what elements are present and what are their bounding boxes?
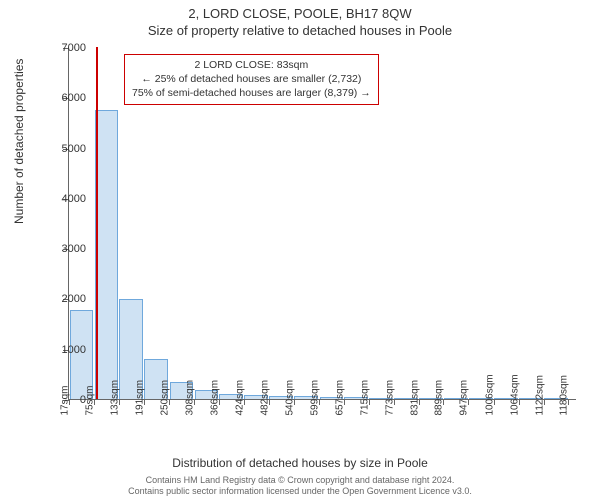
y-tick-label: 3000 — [36, 243, 86, 255]
annotation-line-2: ← 25% of detached houses are smaller (2,… — [132, 72, 371, 86]
footer-attribution: Contains HM Land Registry data © Crown c… — [0, 475, 600, 498]
y-tick-label: 2000 — [36, 293, 86, 305]
chart-title-sub: Size of property relative to detached ho… — [0, 21, 600, 38]
chart-title-main: 2, LORD CLOSE, POOLE, BH17 8QW — [0, 0, 600, 21]
annotation-line-1: 2 LORD CLOSE: 83sqm — [132, 58, 371, 72]
plot-surface: 2 LORD CLOSE: 83sqm← 25% of detached hou… — [68, 48, 576, 400]
footer-line-2: Contains public sector information licen… — [0, 486, 600, 498]
annotation-line-3: 75% of semi-detached houses are larger (… — [132, 86, 371, 100]
plot-area: 2 LORD CLOSE: 83sqm← 25% of detached hou… — [68, 48, 576, 400]
chart-container: 2, LORD CLOSE, POOLE, BH17 8QW Size of p… — [0, 0, 600, 500]
y-tick-label: 6000 — [36, 92, 86, 104]
y-tick-label: 7000 — [36, 42, 86, 54]
y-tick-label: 1000 — [36, 344, 86, 356]
footer-line-1: Contains HM Land Registry data © Crown c… — [0, 475, 600, 487]
y-axis-label: Number of detached properties — [12, 59, 26, 224]
y-tick-label: 5000 — [36, 143, 86, 155]
x-axis-label: Distribution of detached houses by size … — [0, 456, 600, 470]
annotation-box: 2 LORD CLOSE: 83sqm← 25% of detached hou… — [124, 54, 379, 105]
property-marker-line — [96, 47, 98, 399]
y-tick-label: 4000 — [36, 193, 86, 205]
